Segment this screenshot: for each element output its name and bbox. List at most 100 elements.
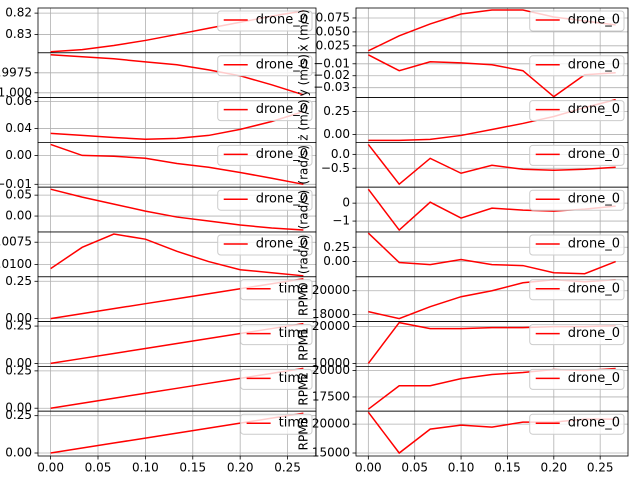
legend-box xyxy=(240,368,313,390)
y-axis-label: (rad/s) xyxy=(297,145,311,185)
y-axis-label: RPM0 xyxy=(297,282,311,316)
legend-box xyxy=(217,234,313,256)
legend-label: drone_0 xyxy=(568,237,620,252)
y-tick-label: 0.9975 xyxy=(0,65,32,79)
legend-label: drone_0 xyxy=(568,416,620,431)
x-tick-label: 0.10 xyxy=(132,461,159,475)
x-tick-label: 0.05 xyxy=(401,461,428,475)
y-tick-label: 0.00 xyxy=(323,127,350,141)
y-axis-label: RPM2 xyxy=(297,372,311,406)
y-tick-label: 0.00 xyxy=(5,446,32,460)
legend-box xyxy=(217,100,313,122)
y-tick-label: 17500 xyxy=(312,389,350,403)
y-tick-label: 0.83 xyxy=(5,27,32,41)
legend-label: time xyxy=(279,371,308,386)
y-axis-label: RPM1 xyxy=(297,327,311,361)
y-tick-label: 0.075 xyxy=(316,10,350,24)
legend-label: time xyxy=(279,326,308,341)
x-tick-label: 0.20 xyxy=(227,461,254,475)
y-axis-label: ż (m/s) xyxy=(297,99,311,140)
x-tick-label: 0.25 xyxy=(274,461,301,475)
legend-label: drone_0 xyxy=(568,326,620,341)
legend: drone_0 xyxy=(217,55,313,77)
legend-label: drone_0 xyxy=(256,192,308,207)
subplot: 0.9975 1.000 drone_0 xyxy=(0,52,317,99)
subplot: 0.00 0.25 0.00 0.05 0.10 0.15 0.20 0.25 time xyxy=(5,408,317,475)
x-tick-label: 0.15 xyxy=(179,461,206,475)
y-axis-label: (rad/s) xyxy=(297,190,311,230)
subplot: −0.01 0.00 drone_0 xyxy=(0,141,317,191)
subplot: −0.03−0.02−0.01ẏ (m/s) drone_0 xyxy=(297,52,629,98)
data-line xyxy=(367,232,616,275)
data-line xyxy=(367,54,616,98)
legend-box xyxy=(529,100,625,122)
data-line xyxy=(50,54,304,96)
y-tick-label: 0.25 xyxy=(5,408,32,422)
subplot: 0.00 0.25 time xyxy=(5,274,317,325)
legend-box xyxy=(529,10,625,32)
legend: drone_0 xyxy=(529,100,625,122)
legend: drone_0 xyxy=(529,324,625,346)
legend: drone_0 xyxy=(217,100,313,122)
y-tick-label: 1.000 xyxy=(0,85,32,99)
y-tick-label: 20000 xyxy=(312,417,350,431)
legend-box xyxy=(240,324,313,346)
y-tick-label: −0.0100 xyxy=(0,257,32,271)
legend-label: drone_0 xyxy=(568,57,620,72)
legend-label: drone_0 xyxy=(256,237,308,252)
y-tick-label: 0.00 xyxy=(323,254,350,268)
subplot: 0.00 0.05 drone_0 xyxy=(5,186,317,233)
y-tick-label: −0.01 xyxy=(0,177,32,191)
legend-box xyxy=(217,144,313,166)
subplot: 0.00 0.25 ż (m/s) drone_0 xyxy=(297,97,629,143)
legend-box xyxy=(240,413,313,435)
y-tick-label: 0.82 xyxy=(5,6,32,20)
legend: drone_0 xyxy=(529,189,625,211)
legend: drone_0 xyxy=(529,144,625,166)
legend-label: drone_0 xyxy=(256,13,308,28)
data-line xyxy=(50,233,304,277)
legend: drone_0 xyxy=(529,368,625,390)
legend-box xyxy=(529,55,625,77)
y-tick-label: 0.25 xyxy=(323,104,350,118)
y-tick-label: 0.025 xyxy=(316,38,350,52)
subplot: 0.00 0.25 time xyxy=(5,319,317,370)
y-tick-label: 0.00 xyxy=(5,401,32,415)
legend-box xyxy=(240,279,313,301)
y-tick-label: 20000 xyxy=(312,363,350,377)
x-tick-label: 0.00 xyxy=(37,461,64,475)
y-tick-label: 0.00 xyxy=(5,148,32,162)
legend-box xyxy=(529,324,625,346)
y-tick-label: 0.050 xyxy=(316,24,350,38)
legend: drone_0 xyxy=(529,234,625,256)
data-line xyxy=(50,110,304,141)
y-axis-label: ẋ (m/s) xyxy=(297,9,311,51)
y-tick-label: 0 xyxy=(342,196,350,210)
y-tick-label: 0.25 xyxy=(323,240,350,254)
y-tick-label: 0.00 xyxy=(5,356,32,370)
y-tick-label: −1 xyxy=(332,214,350,228)
x-tick-label: 0.15 xyxy=(494,461,521,475)
legend-label: drone_0 xyxy=(256,102,308,117)
y-tick-label: −0.5 xyxy=(321,161,350,175)
subplot: −0.50.0 (rad/s) drone_0 xyxy=(297,141,629,188)
y-tick-label: 10000 xyxy=(312,356,350,370)
y-tick-label: 0.00 xyxy=(5,311,32,325)
subplot: 15000 20000 0.00 0.05 0.10 0.15 0.20 0.25 RPM3 dr… xyxy=(297,410,629,475)
legend-label: time xyxy=(279,281,308,296)
legend-box xyxy=(529,234,625,256)
data-line xyxy=(367,143,616,186)
y-tick-label: 0.25 xyxy=(5,274,32,288)
y-tick-label: −0.02 xyxy=(313,68,350,82)
y-tick-label: −0.03 xyxy=(313,80,350,94)
legend-label: time xyxy=(279,416,308,431)
legend-box xyxy=(217,55,313,77)
legend: drone_0 xyxy=(217,189,313,211)
legend-box xyxy=(529,368,625,390)
axes-frame xyxy=(37,410,317,457)
legend: drone_0 xyxy=(217,144,313,166)
y-tick-label: 20000 xyxy=(312,319,350,333)
